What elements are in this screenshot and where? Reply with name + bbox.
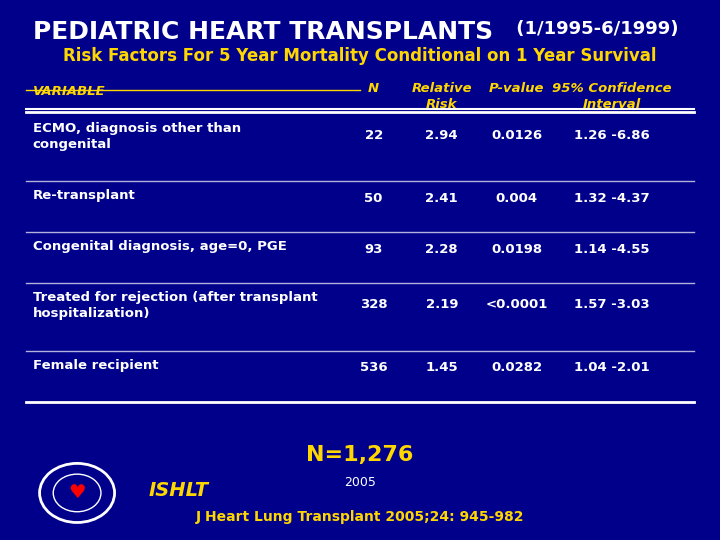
Text: 2.41: 2.41 bbox=[426, 192, 458, 205]
Text: ISHLT: ISHLT bbox=[148, 481, 209, 500]
Text: <0.0001: <0.0001 bbox=[485, 298, 548, 310]
Text: P-value: P-value bbox=[489, 82, 544, 95]
Text: Risk Factors For 5 Year Mortality Conditional on 1 Year Survival: Risk Factors For 5 Year Mortality Condit… bbox=[63, 47, 657, 65]
Text: 536: 536 bbox=[360, 361, 387, 374]
Text: 1.57 -3.03: 1.57 -3.03 bbox=[575, 298, 650, 310]
Text: VARIABLE: VARIABLE bbox=[33, 85, 105, 98]
Text: 1.32 -4.37: 1.32 -4.37 bbox=[575, 192, 650, 205]
Text: 93: 93 bbox=[364, 242, 383, 255]
Text: 2.94: 2.94 bbox=[426, 129, 458, 141]
Text: 0.0282: 0.0282 bbox=[491, 361, 542, 374]
Text: 2.19: 2.19 bbox=[426, 298, 458, 310]
Text: 50: 50 bbox=[364, 192, 383, 205]
Text: Congenital diagnosis, age=0, PGE: Congenital diagnosis, age=0, PGE bbox=[33, 240, 287, 253]
Text: PEDIATRIC HEART TRANSPLANTS: PEDIATRIC HEART TRANSPLANTS bbox=[33, 20, 493, 44]
Text: ECMO, diagnosis other than
congenital: ECMO, diagnosis other than congenital bbox=[33, 122, 241, 151]
Text: 22: 22 bbox=[364, 129, 383, 141]
Text: J Heart Lung Transplant 2005;24: 945-982: J Heart Lung Transplant 2005;24: 945-982 bbox=[196, 510, 524, 524]
Text: 0.004: 0.004 bbox=[496, 192, 538, 205]
Text: 1.04 -2.01: 1.04 -2.01 bbox=[575, 361, 650, 374]
Text: Treated for rejection (after transplant
hospitalization): Treated for rejection (after transplant … bbox=[33, 292, 318, 320]
Text: 95% Confidence
Interval: 95% Confidence Interval bbox=[552, 82, 672, 111]
Text: N: N bbox=[368, 82, 379, 95]
Text: ♥: ♥ bbox=[68, 483, 86, 502]
Text: 0.0126: 0.0126 bbox=[491, 129, 542, 141]
Text: 328: 328 bbox=[360, 298, 387, 310]
Text: 1.26 -6.86: 1.26 -6.86 bbox=[575, 129, 650, 141]
Text: Re-transplant: Re-transplant bbox=[33, 190, 135, 202]
Text: Relative
Risk: Relative Risk bbox=[412, 82, 472, 111]
Text: 1.45: 1.45 bbox=[426, 361, 458, 374]
Text: 0.0198: 0.0198 bbox=[491, 242, 542, 255]
Text: 1.14 -4.55: 1.14 -4.55 bbox=[575, 242, 650, 255]
Text: 2005: 2005 bbox=[344, 476, 376, 489]
Text: Female recipient: Female recipient bbox=[33, 359, 158, 372]
Text: 2.28: 2.28 bbox=[426, 242, 458, 255]
Text: N=1,276: N=1,276 bbox=[306, 444, 414, 464]
Text: (1/1995-6/1999): (1/1995-6/1999) bbox=[510, 20, 678, 38]
